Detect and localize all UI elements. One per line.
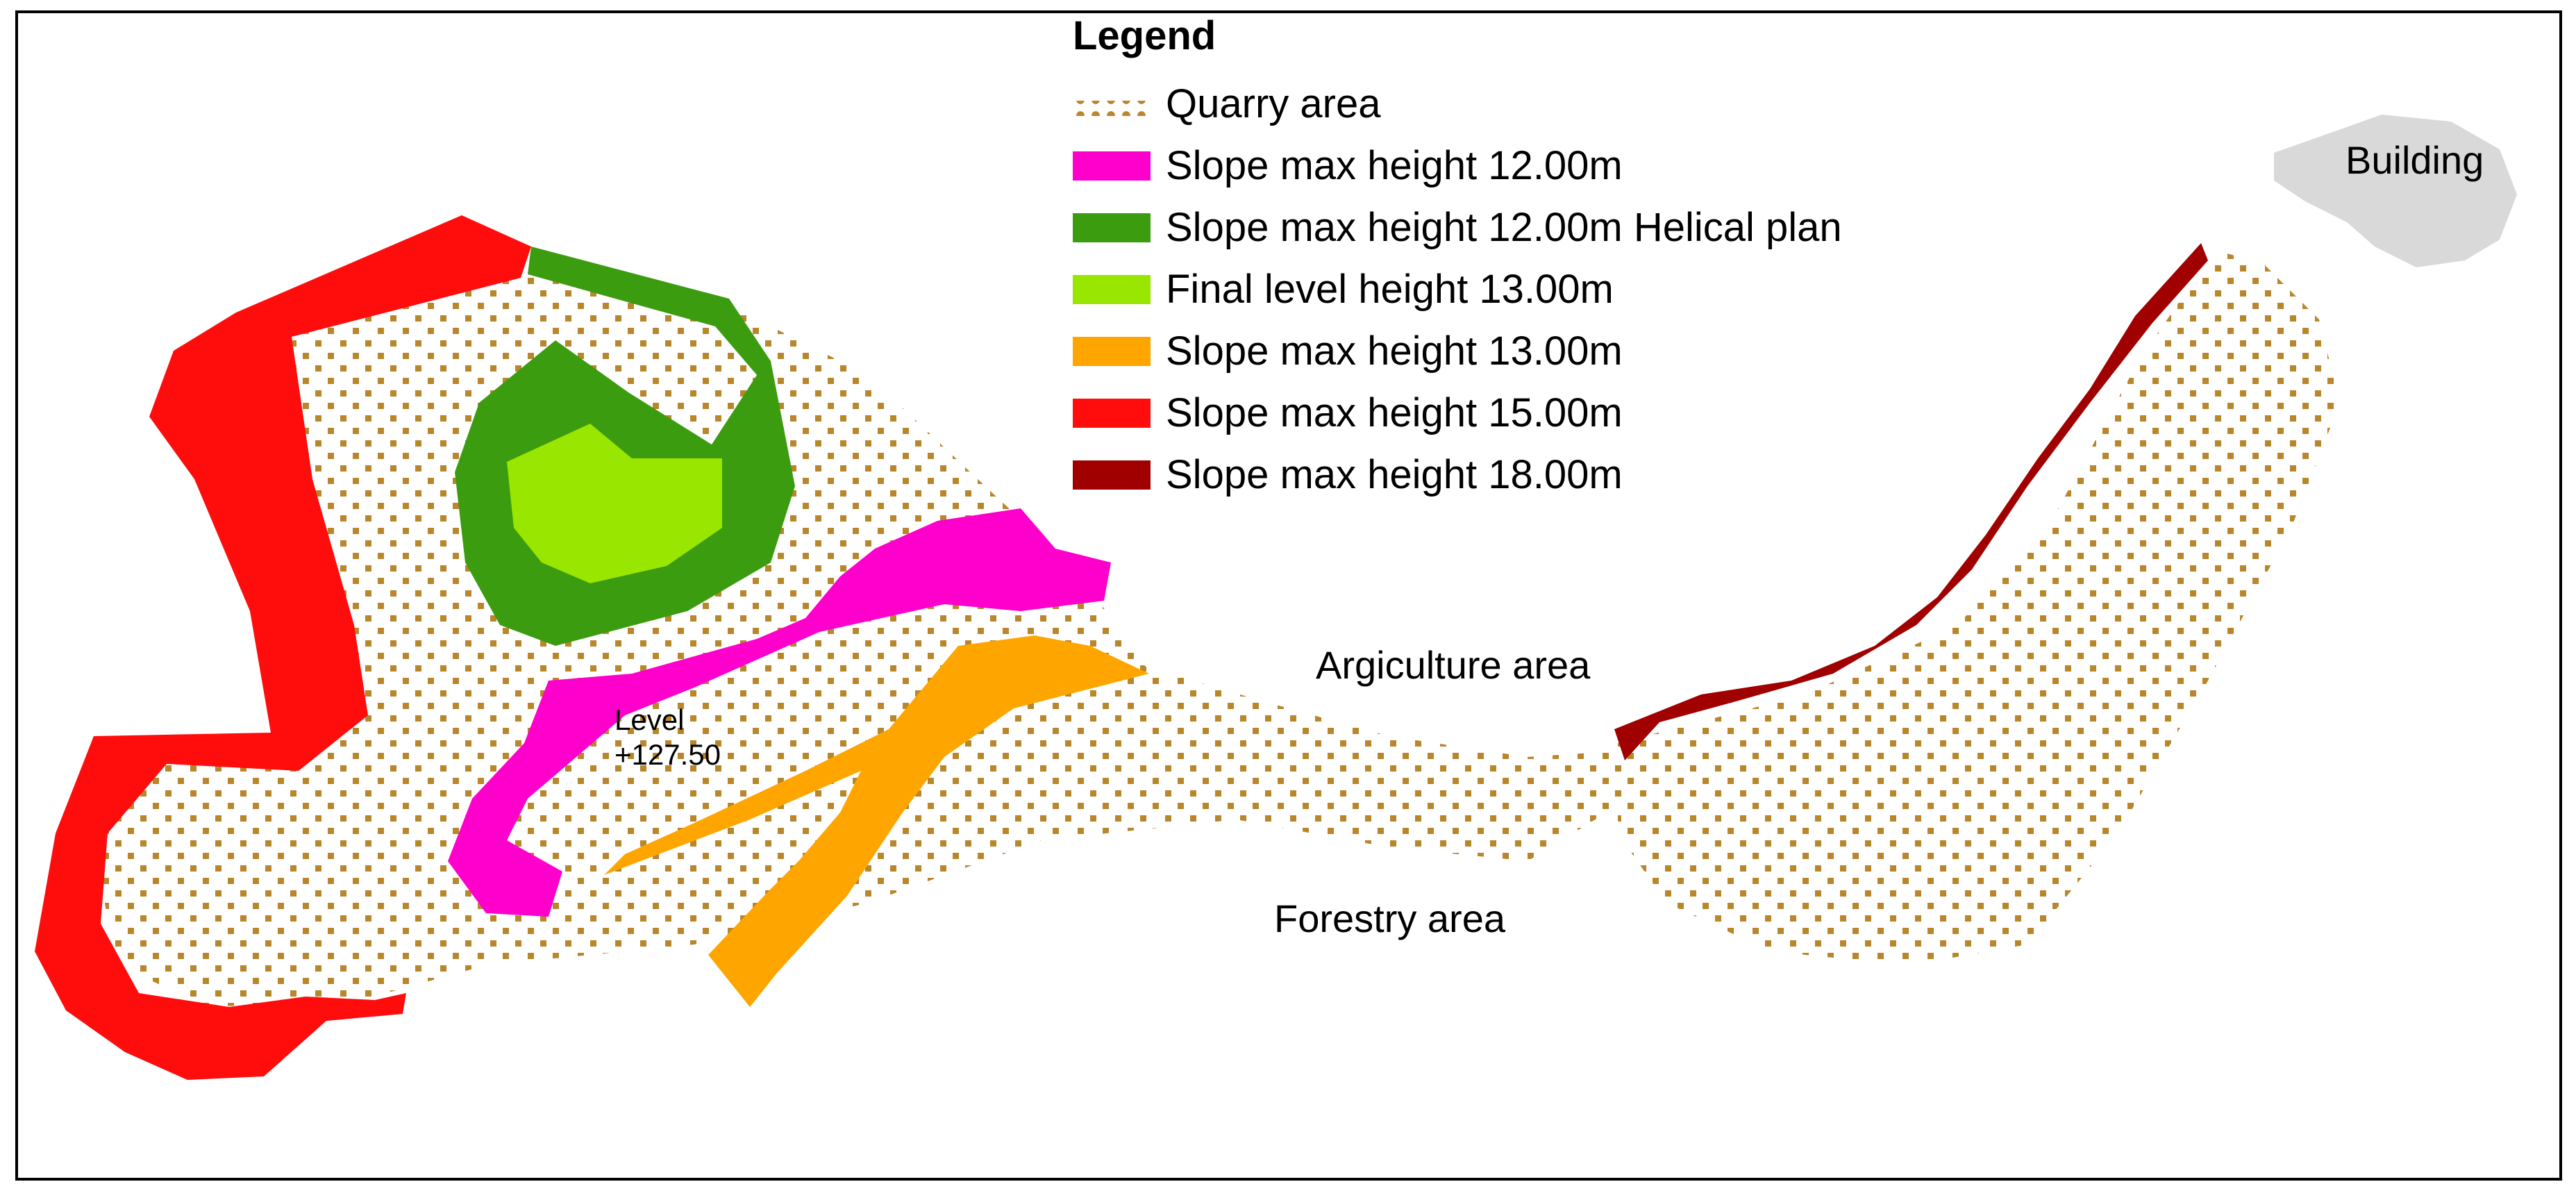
legend-item-final-level-13m: Final level height 13.00m — [1073, 258, 1842, 320]
slope-13m-swatch — [1073, 336, 1151, 366]
legend: Quarry area Slope max height 12.00m Slop… — [1073, 73, 1842, 506]
slope-18m-swatch — [1073, 460, 1151, 490]
agriculture-area-label: Argiculture area — [1316, 643, 1591, 687]
slope-12m-helical-swatch — [1073, 213, 1151, 242]
legend-title: Legend — [1073, 13, 1216, 58]
building-shape — [2274, 115, 2517, 267]
legend-item-quarry-area: Quarry area — [1073, 73, 1842, 135]
forestry-area-label: Forestry area — [1274, 897, 1505, 940]
slope-12m-area — [448, 508, 1111, 917]
legend-label: Slope max height 12.00m — [1166, 143, 1623, 188]
level-label: Level +127.50 — [614, 703, 721, 772]
legend-label: Final level height 13.00m — [1166, 267, 1614, 312]
legend-item-slope-15m: Slope max height 15.00m — [1073, 382, 1842, 444]
legend-label: Quarry area — [1166, 81, 1381, 126]
slope-18m-area — [1614, 243, 2208, 760]
final-level-13m-swatch — [1073, 274, 1151, 304]
building-label: Building — [2345, 138, 2484, 182]
slope-15m-swatch — [1073, 398, 1151, 428]
quarry-area-east — [1618, 250, 2340, 965]
legend-item-slope-12m-helical: Slope max height 12.00m Helical plan — [1073, 197, 1842, 258]
quarry-area-swatch — [1073, 100, 1151, 116]
final-level-13m-area — [507, 424, 722, 583]
slope-15m-area — [35, 215, 531, 1080]
legend-item-slope-18m: Slope max height 18.00m — [1073, 444, 1842, 506]
legend-label: Slope max height 12.00m Helical plan — [1166, 205, 1842, 250]
legend-label: Slope max height 18.00m — [1166, 452, 1623, 497]
legend-item-slope-13m: Slope max height 13.00m — [1073, 320, 1842, 382]
slope-12m-swatch — [1073, 151, 1151, 181]
legend-label: Slope max height 13.00m — [1166, 328, 1623, 374]
legend-label: Slope max height 15.00m — [1166, 390, 1623, 435]
slope-13m-area — [604, 635, 1149, 1007]
legend-item-slope-12m: Slope max height 12.00m — [1073, 135, 1842, 197]
